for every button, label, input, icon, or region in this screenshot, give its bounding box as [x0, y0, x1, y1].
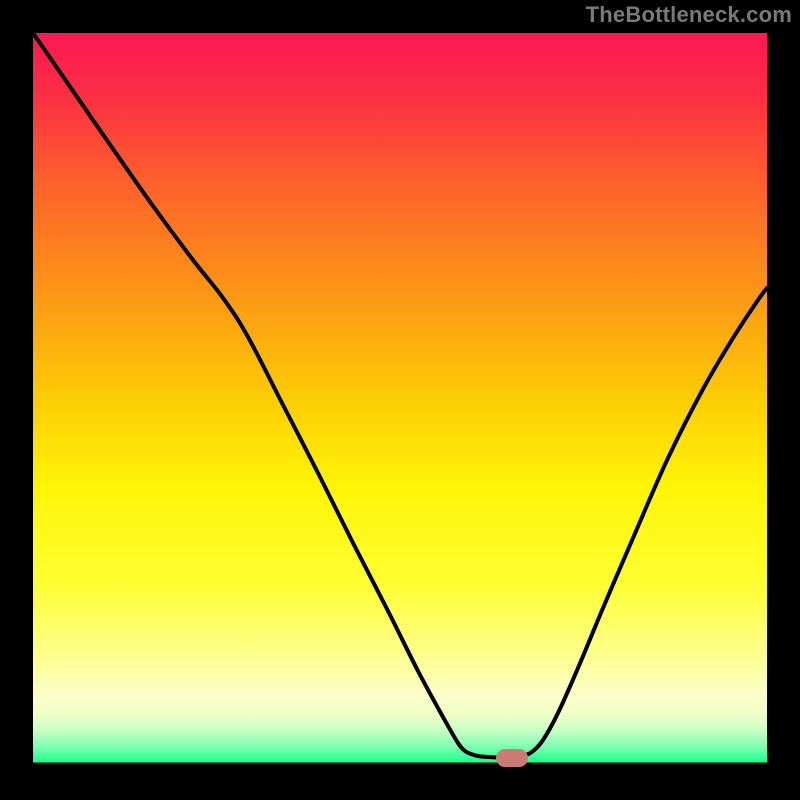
bottleneck-curve: [33, 33, 767, 767]
watermark-text: TheBottleneck.com: [586, 2, 792, 28]
optimal-point-marker: [496, 749, 528, 767]
chart-plot-area: [33, 33, 767, 767]
